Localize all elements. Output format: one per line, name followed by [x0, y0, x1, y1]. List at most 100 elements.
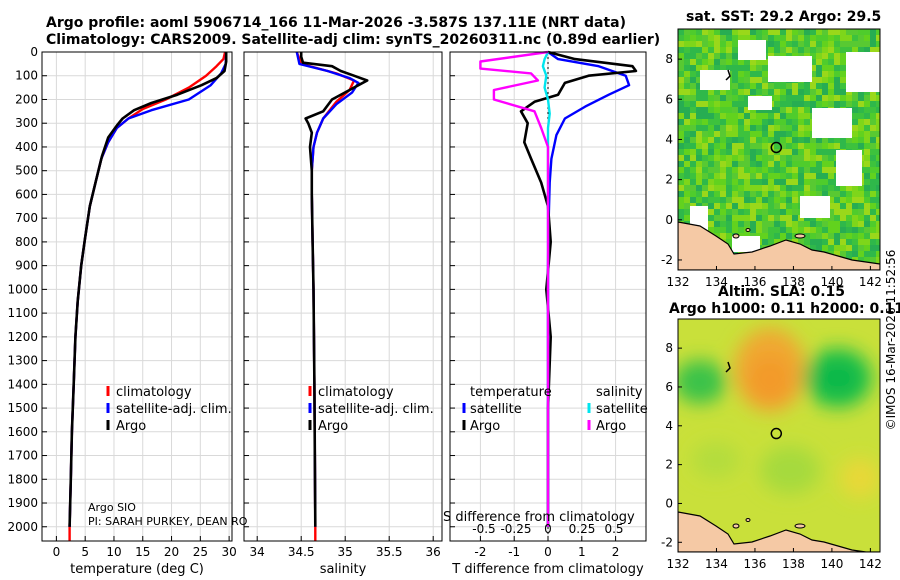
- y-tick-label: 1900: [7, 496, 38, 510]
- sst-pixel: [804, 233, 810, 239]
- sst-pixel: [804, 221, 810, 227]
- sst-pixel: [786, 125, 792, 131]
- sst-pixel: [816, 143, 822, 149]
- legend-title-temperature: temperature: [470, 385, 552, 400]
- sst-pixel: [840, 53, 846, 59]
- sst-pixel: [696, 179, 702, 185]
- sst-pixel: [792, 215, 798, 221]
- sst-pixel: [810, 245, 816, 251]
- secondary-tick-label: 0.5: [604, 522, 623, 536]
- sst-pixel: [828, 221, 834, 227]
- sst-pixel: [744, 65, 750, 71]
- sst-pixel: [750, 119, 756, 125]
- sst-pixel: [726, 101, 732, 107]
- sst-pixel: [816, 29, 822, 35]
- sst-pixel: [780, 209, 786, 215]
- sst-pixel: [774, 203, 780, 209]
- sst-pixel: [810, 89, 816, 95]
- sst-pixel: [846, 191, 852, 197]
- sst-pixel: [762, 233, 768, 239]
- sst-pixel: [876, 149, 880, 155]
- sst-pixel: [846, 29, 852, 35]
- sst-pixel: [858, 101, 864, 107]
- sst-pixel: [792, 155, 798, 161]
- sst-pixel: [858, 251, 864, 257]
- sst-pixel: [756, 191, 762, 197]
- y-tick-label: 500: [15, 164, 38, 178]
- sst-pixel: [678, 41, 684, 47]
- sst-pixel: [780, 215, 786, 221]
- series-line-argo: [299, 52, 369, 527]
- sst-pixel: [726, 173, 732, 179]
- x-axis-label: T difference from climatology: [451, 562, 644, 577]
- sst-pixel: [816, 191, 822, 197]
- sst-pixel: [774, 221, 780, 227]
- sst-pixel: [834, 59, 840, 65]
- sst-pixel: [684, 191, 690, 197]
- sst-pixel: [816, 53, 822, 59]
- argo-location-marker: [770, 427, 783, 440]
- sst-pixel: [816, 179, 822, 185]
- sst-pixel: [792, 41, 798, 47]
- sst-pixel: [762, 83, 768, 89]
- sst-pixel: [678, 113, 684, 119]
- sst-pixel: [774, 47, 780, 53]
- sst-pixel: [708, 143, 714, 149]
- sst-pixel: [852, 41, 858, 47]
- sst-pixel: [792, 131, 798, 137]
- sst-pixel: [696, 95, 702, 101]
- sst-pixel: [870, 203, 876, 209]
- sst-pixel: [810, 239, 816, 245]
- sst-pixel: [744, 131, 750, 137]
- sst-pixel: [864, 215, 870, 221]
- sst-pixel: [852, 233, 858, 239]
- sst-pixel: [834, 143, 840, 149]
- sst-pixel: [774, 185, 780, 191]
- y-tick-label: 1700: [7, 449, 38, 463]
- sst-pixel: [804, 47, 810, 53]
- sst-pixel: [750, 143, 756, 149]
- sst-pixel: [720, 131, 726, 137]
- sst-pixel: [690, 119, 696, 125]
- sst-pixel: [834, 209, 840, 215]
- sst-pixel: [774, 125, 780, 131]
- sst-pixel: [798, 185, 804, 191]
- sst-pixel: [744, 161, 750, 167]
- sst-pixel: [708, 155, 714, 161]
- sst-pixel: [738, 155, 744, 161]
- sst-pixel: [876, 113, 880, 119]
- sst-pixel: [822, 179, 828, 185]
- x-tick-label: 15: [135, 545, 150, 559]
- sst-pixel: [846, 137, 852, 143]
- sst-pixel: [810, 161, 816, 167]
- sst-pixel: [810, 53, 816, 59]
- sst-pixel: [768, 197, 774, 203]
- y-tick-label: 400: [15, 140, 38, 154]
- sst-pixel: [756, 59, 762, 65]
- sst-pixel: [780, 197, 786, 203]
- sst-pixel: [702, 53, 708, 59]
- sst-pixel: [816, 65, 822, 71]
- sst-pixel: [786, 221, 792, 227]
- sst-pixel: [810, 41, 816, 47]
- sst-pixel: [756, 173, 762, 179]
- sst-pixel: [708, 227, 714, 233]
- sst-pixel: [768, 185, 774, 191]
- sst-pixel: [732, 155, 738, 161]
- sst-pixel: [780, 35, 786, 41]
- sst-pixel: [762, 155, 768, 161]
- sst-pixel: [738, 227, 744, 233]
- sst-pixel: [804, 227, 810, 233]
- sst-pixel: [864, 227, 870, 233]
- sst-pixel: [822, 101, 828, 107]
- sst-pixel: [738, 65, 744, 71]
- sst-pixel: [738, 185, 744, 191]
- sst-pixel: [774, 113, 780, 119]
- sst-pixel: [828, 203, 834, 209]
- sst-pixel: [864, 143, 870, 149]
- sst-pixel: [750, 215, 756, 221]
- y-tick-label: 2: [665, 173, 673, 187]
- sst-pixel: [858, 257, 864, 263]
- sst-pixel: [828, 83, 834, 89]
- y-tick-label: -2: [661, 253, 673, 267]
